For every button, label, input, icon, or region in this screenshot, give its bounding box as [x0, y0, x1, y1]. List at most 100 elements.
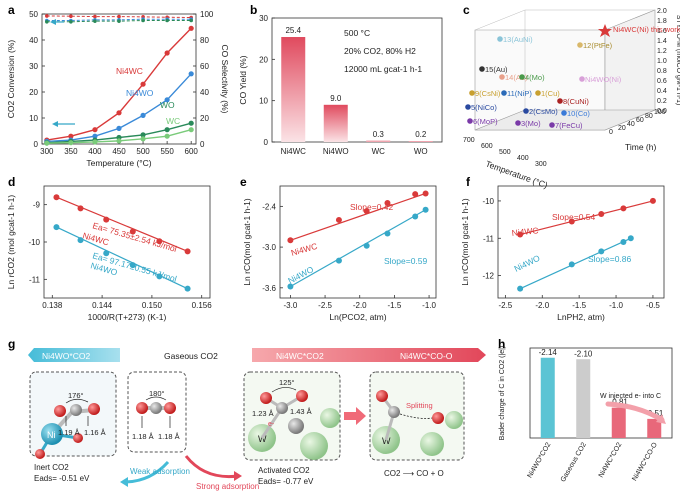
scatter-point — [535, 90, 541, 96]
y-tick-label: -2.4 — [262, 202, 276, 211]
selectivity-point-WO — [93, 19, 97, 23]
y-tick-label: -12 — [482, 272, 494, 281]
header-right2-label: Ni4WC*CO-O — [400, 351, 453, 361]
scatter-point — [523, 108, 529, 114]
data-point-Ni4WC — [164, 50, 170, 56]
fit-line-Ni4WC — [290, 192, 426, 241]
panel-label-h: h — [498, 337, 505, 351]
panel-label-e: e — [240, 175, 247, 189]
data-point-Ni4WO — [129, 262, 136, 269]
data-point-Ni4WO — [140, 112, 146, 118]
x-tick-label: 700 — [463, 137, 475, 144]
w-atom — [300, 432, 328, 460]
w-atom-label: W — [258, 434, 267, 444]
plot-frame — [271, 17, 443, 143]
x-tick-label: 500 — [136, 147, 150, 156]
x-tick-label: -2.0 — [353, 301, 367, 310]
w-atom — [445, 411, 463, 429]
scatter-point — [577, 42, 583, 48]
y2-tick-label: 20 — [200, 114, 209, 123]
selectivity-point-Ni4WC — [117, 14, 121, 19]
y-tick-label: 50 — [29, 10, 38, 19]
selectivity-point-WO — [141, 18, 145, 23]
x-category-label: Gaseous CO2 — [560, 441, 588, 483]
y-tick-label: 0 — [609, 129, 613, 136]
z-tick-label: 2.0 — [657, 8, 667, 15]
data-point-Ni4WC — [620, 205, 627, 212]
series-label: WC — [166, 116, 180, 126]
inert-title: Inert CO2 — [34, 463, 69, 472]
y-axis-label: Ln rCO(mol gcat-1 h-1) — [460, 198, 470, 286]
fit-line-Ni4WO — [519, 237, 632, 290]
plot-annotation: Slope=0.59 — [384, 256, 428, 266]
bond-2a-label: 1.18 Å — [132, 432, 154, 441]
angle-arc — [271, 387, 297, 393]
scatter-point — [479, 66, 485, 72]
x-tick-label: 500 — [499, 149, 511, 156]
chart-annotation: W injected e- into C — [600, 393, 661, 400]
panel-label-a: a — [8, 3, 15, 17]
selectivity-point-Ni4WC — [45, 14, 49, 18]
oxygen-atom — [54, 405, 66, 417]
splitting-dash — [399, 413, 433, 419]
bond — [260, 407, 284, 439]
z-tick-label: 1.6 — [657, 28, 667, 35]
data-point-WC — [92, 139, 98, 145]
panel-label-c: c — [463, 3, 470, 17]
scatter-point-label: 7(FeCu) — [555, 121, 583, 130]
z-tick-label: 1.4 — [657, 38, 667, 45]
panel-c-chart: c 0.0 0.2 0.4 0.6 0.8 1.0 1.2 1.4 1.6 1.8 2.0 STYCO… — [463, 3, 680, 190]
annotation: 12000 mL gcat-1 h-1 — [344, 64, 422, 74]
data-point-Ni4WC — [363, 208, 370, 215]
x-tick-label: 400 — [88, 147, 102, 156]
angle-arc — [145, 396, 167, 401]
x-tick-label: -1.0 — [422, 301, 436, 310]
arrowhead — [234, 471, 242, 481]
bar-Ni4WO — [323, 104, 348, 142]
selectivity-point-Ni4WC — [69, 14, 73, 19]
y-tick-label: -3.6 — [262, 284, 276, 293]
data-point-Ni4WO — [620, 239, 627, 245]
data-point-Ni4WC — [129, 228, 136, 235]
bond-2b-label: 1.18 Å — [158, 432, 180, 441]
x-category-label: Ni4WC — [281, 147, 307, 156]
data-point-Ni4WO — [188, 71, 194, 77]
header-arrow-right — [252, 348, 486, 362]
cube-edge — [474, 9, 526, 31]
oxygen-atom — [376, 390, 388, 402]
y2-tick-label: 80 — [200, 36, 209, 45]
y-axis-label: Bader charge of C in CO2 (|e|) — [499, 346, 506, 441]
data-point-WC — [116, 138, 122, 144]
angle-1-label: 176° — [68, 391, 84, 400]
bar-WC — [366, 140, 391, 142]
oxygen-atom — [296, 390, 308, 402]
series-label: Ni4WO — [126, 88, 154, 98]
scatter-point — [579, 76, 585, 82]
y-tick-label: -10 — [28, 238, 40, 247]
star-marker-this-work — [598, 24, 612, 37]
bar-value-label: -2.14 — [539, 348, 558, 357]
y-tick-label: 30 — [259, 14, 268, 23]
data-point-Ni4WO — [92, 133, 98, 139]
data-point-Ni4WO — [335, 257, 342, 264]
annotation: 500 °C — [344, 28, 370, 38]
angle-3-label: 125° — [279, 378, 295, 387]
plot-annotation: Ni4WO — [286, 264, 315, 286]
y-axis-label: Ln rCO(mol gcat-1 h-1) — [242, 198, 252, 286]
data-point-Ni4WC — [287, 237, 294, 244]
selectivity-point-WO — [165, 18, 169, 23]
splitting-label: Splitting — [406, 401, 433, 410]
panel-h-chart: h Bader charge of C in CO2 (|e|) -2.14 Ni4… — [498, 337, 673, 483]
data-point-Ni4WO — [598, 248, 605, 255]
scatter-point-label: 15(Au) — [485, 65, 508, 74]
x-tick-label: 600 — [185, 147, 199, 156]
scatter-point — [499, 74, 505, 80]
scatter-point — [549, 122, 555, 128]
x-tick-label: -1.0 — [609, 301, 623, 310]
oxygen-atom — [164, 402, 176, 414]
x-tick-label: -2.5 — [318, 301, 332, 310]
x-category-label: Ni4WO*CO2 — [527, 441, 553, 479]
y-axis-label: Time (h) — [625, 142, 656, 152]
plot-annotation: Slope=0.54 — [552, 212, 596, 222]
scatter-point — [561, 110, 567, 116]
